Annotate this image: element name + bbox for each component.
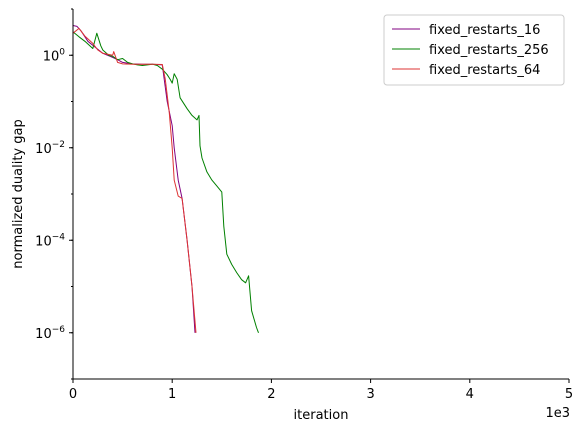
legend-frame — [383, 14, 565, 86]
x-tick-label: 1 — [168, 387, 176, 402]
x-tick-label: 2 — [267, 387, 275, 402]
legend-label: fixed_restarts_256 — [429, 43, 549, 58]
y-tick-label: 100 — [43, 47, 66, 64]
y-tick-exponent: −2 — [52, 140, 65, 150]
y-tick-label: 10−6 — [35, 325, 65, 342]
legend-label: fixed_restarts_16 — [429, 23, 540, 38]
legend: fixed_restarts_16 fixed_restarts_256fixed… — [383, 14, 565, 86]
x-tick-label: 5 — [565, 387, 573, 402]
x-axis-label: iteration — [294, 408, 349, 423]
x-tick-label: 4 — [466, 387, 474, 402]
y-tick-exponent: −6 — [52, 325, 66, 335]
y-tick-exponent: −4 — [52, 232, 66, 242]
y-tick-base: 10 — [43, 49, 60, 64]
y-tick-exponent: 0 — [59, 47, 65, 57]
y-tick-label: 10−4 — [35, 232, 65, 249]
y-tick-label: 10−2 — [35, 140, 65, 157]
series-line-fixed_restarts_64 — [72, 27, 197, 333]
series-line-fixed_restarts_16 — [72, 25, 196, 333]
y-tick-base: 10 — [35, 327, 52, 342]
legend-label: fixed_restarts_64 — [429, 63, 540, 78]
y-axis-label: normalized duality gap — [11, 119, 26, 268]
y-tick-base: 10 — [35, 142, 52, 157]
x-tick-label: 3 — [366, 387, 374, 402]
x-tick-label: 0 — [69, 387, 77, 402]
series-layer — [72, 25, 259, 333]
x-ticks: 0 1 2 3 4 5 — [69, 379, 573, 402]
x-axis-multiplier: 1e3 — [545, 406, 570, 421]
y-tick-base: 10 — [35, 234, 52, 249]
series-line-fixed_restarts_256 — [72, 31, 259, 333]
